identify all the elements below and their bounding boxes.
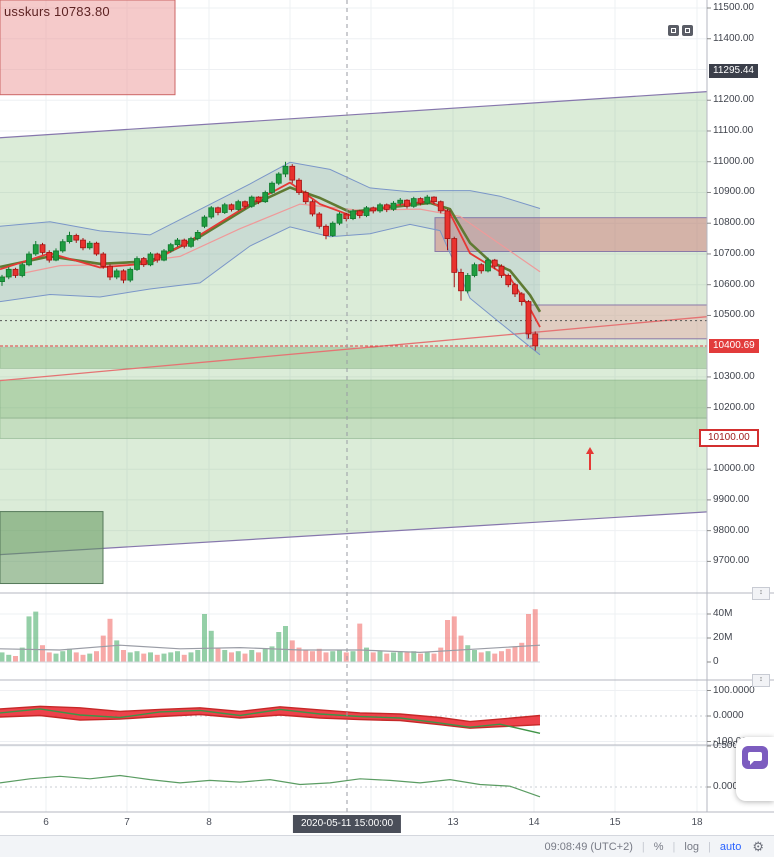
status-bar: 09:08:49 (UTC+2) | % | log | auto ⚙ [0, 835, 774, 857]
pane-resize-icon[interactable]: ↕ [752, 674, 770, 687]
price-tick-label: 10500.00 [713, 309, 755, 321]
alert-price-label[interactable]: 10100.00 [699, 429, 759, 447]
price-tick-label: 11100.00 [713, 124, 754, 136]
crosshair-date-label: 2020-05-11 15:00:00 [292, 815, 402, 833]
price-tick-label: 10700.00 [713, 247, 755, 259]
price-tick-label: 11000.00 [713, 155, 754, 167]
closing-price-note: usskurs 10783.80 [4, 4, 110, 19]
macd-tick-label: 100.0000 [713, 684, 755, 696]
window-controls [668, 25, 693, 36]
osc-tick-label: 0.500 [713, 740, 739, 751]
indicator-maximize-icon[interactable] [682, 25, 693, 36]
price-tick-label: 10000.00 [713, 463, 755, 475]
price-tick-label: 10800.00 [713, 217, 755, 229]
price-tick-label: 11500.00 [713, 2, 754, 13]
time-tick-label: 18 [691, 817, 703, 828]
price-tick-label: 11400.00 [713, 32, 754, 44]
candles-layer [0, 161, 539, 351]
time-tick-label: 14 [528, 817, 540, 828]
osc-tick-label: 0.000 [713, 781, 739, 792]
indicator-settings-icon[interactable] [668, 25, 679, 36]
log-scale-button[interactable]: log [684, 840, 700, 853]
time-tick-label: 7 [124, 817, 130, 828]
chat-button[interactable] [742, 746, 768, 769]
chat-bubble-icon [748, 752, 762, 765]
price-tick-label: 11200.00 [713, 94, 754, 106]
divider: | [708, 840, 711, 853]
volume-tick-label: 20M [713, 632, 733, 643]
pane-resize-icon[interactable]: ↕ [752, 587, 770, 600]
indicator-price-label: 11295.44 [709, 64, 758, 78]
time-tick-label: 13 [447, 817, 459, 828]
price-tick-label: 10300.00 [713, 370, 755, 382]
price-tick-label: 9700.00 [713, 555, 750, 567]
price-tick-label: 10900.00 [713, 186, 755, 198]
divider: | [641, 840, 645, 853]
percent-scale-button[interactable]: % [653, 840, 664, 853]
auto-scale-button[interactable]: auto [719, 840, 742, 853]
time-tick-label: 15 [609, 817, 621, 828]
last-price-label: 10400.69 [709, 339, 759, 353]
price-tick-label: 9900.00 [713, 493, 750, 505]
macd-tick-label: -100.0000 [713, 735, 759, 747]
time-tick-label: 6 [43, 817, 49, 828]
clock-label: 09:08:49 (UTC+2) [544, 840, 633, 853]
time-tick-label: 8 [206, 817, 212, 828]
macd-tick-label: 0.0000 [713, 710, 744, 721]
settings-gear-icon[interactable]: ⚙ [752, 838, 764, 854]
volume-tick-label: 40M [713, 608, 733, 619]
floating-widget-card [736, 737, 774, 801]
volume-tick-label: 0 [713, 656, 719, 667]
divider: | [672, 840, 676, 853]
price-tick-label: 9800.00 [713, 524, 750, 536]
price-tick-label: 10200.00 [713, 401, 755, 413]
price-tick-label: 10600.00 [713, 278, 755, 290]
